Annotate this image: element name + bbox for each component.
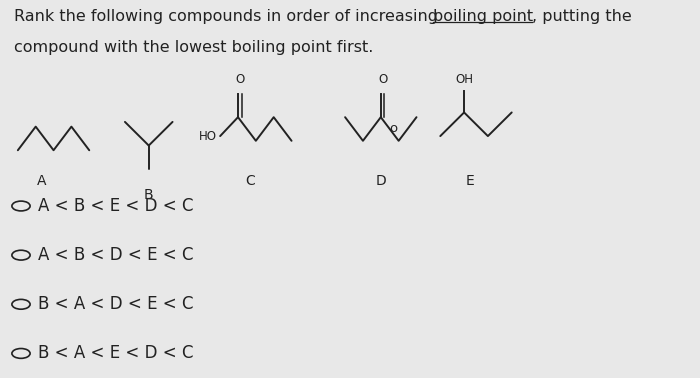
- Text: B: B: [144, 188, 153, 202]
- Text: B < A < E < D < C: B < A < E < D < C: [38, 344, 194, 363]
- Text: , putting the: , putting the: [532, 9, 631, 25]
- Text: Rank the following compounds in order of increasing: Rank the following compounds in order of…: [14, 9, 443, 25]
- Text: O: O: [378, 73, 387, 87]
- Text: B < A < D < E < C: B < A < D < E < C: [38, 295, 194, 313]
- Text: A < B < D < E < C: A < B < D < E < C: [38, 246, 194, 264]
- Text: A: A: [37, 174, 46, 188]
- Text: C: C: [245, 174, 255, 188]
- Text: O: O: [235, 73, 244, 87]
- Text: D: D: [375, 174, 386, 188]
- Text: o: o: [390, 122, 398, 135]
- Text: E: E: [466, 174, 475, 188]
- Text: HO: HO: [199, 130, 217, 143]
- Text: compound with the lowest boiling point first.: compound with the lowest boiling point f…: [14, 40, 373, 55]
- Text: OH: OH: [455, 73, 473, 87]
- Text: boiling point: boiling point: [433, 9, 533, 25]
- Text: A < B < E < D < C: A < B < E < D < C: [38, 197, 194, 215]
